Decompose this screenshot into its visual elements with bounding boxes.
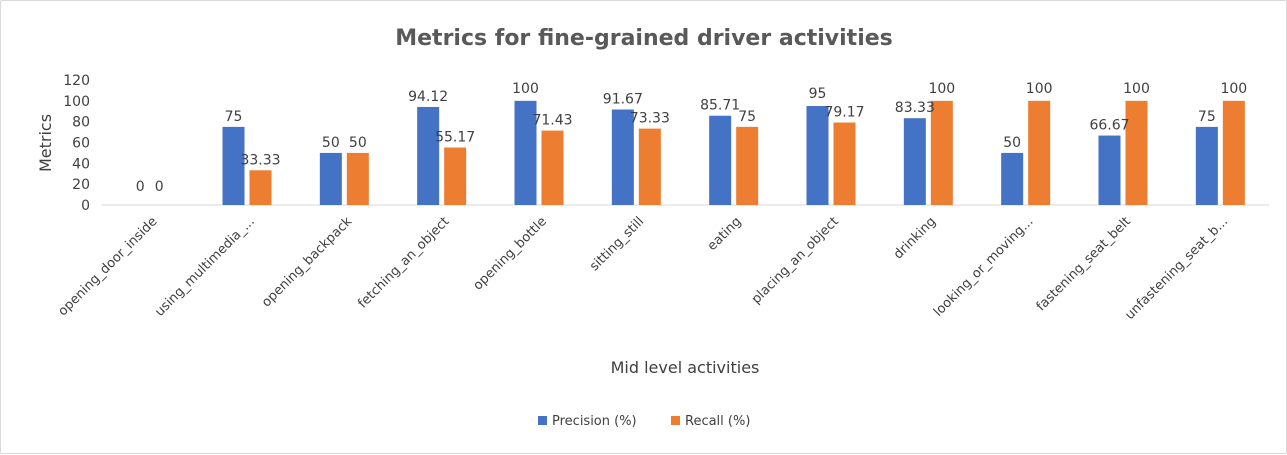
data-label-precision-unfastening_seat_b...: 75 xyxy=(1198,109,1216,125)
legend-swatch-precision xyxy=(538,416,547,425)
data-label-recall-using_multimedia_...: 33.33 xyxy=(240,152,280,168)
data-labels: 0 0 75 33.33 50 50 94.12 55.17 100 71.43 91.67 73.3… xyxy=(136,81,1247,195)
data-label-recall-fastening_seat_belt: 100 xyxy=(1123,81,1150,97)
bar-precision-looking_or_moving... xyxy=(1001,152,1024,205)
y-tick-label: 0 xyxy=(81,198,90,214)
data-label-precision-eating: 85.71 xyxy=(700,98,740,114)
data-label-recall-opening_backpack: 50 xyxy=(349,135,367,151)
bar-precision-opening_backpack xyxy=(319,152,342,205)
category-label-using_multimedia_...: using_multimedia_... xyxy=(152,214,258,320)
bar-recall-unfastening_seat_b... xyxy=(1222,100,1245,205)
bar-recall-opening_backpack xyxy=(346,152,369,205)
legend-label-recall: Recall (%) xyxy=(685,414,750,429)
legend-swatch-recall xyxy=(671,416,680,425)
category-label-fastening_seat_belt: fastening_seat_belt xyxy=(1034,214,1134,314)
y-tick-label: 20 xyxy=(72,177,90,193)
category-label-drinking: drinking xyxy=(891,214,939,262)
category-label-opening_backpack: opening_backpack xyxy=(259,214,355,310)
data-label-precision-looking_or_moving...: 50 xyxy=(1003,135,1021,151)
bar-recall-drinking xyxy=(930,100,953,205)
data-label-recall-opening_bottle: 71.43 xyxy=(532,113,572,129)
legend-label-precision: Precision (%) xyxy=(552,414,637,429)
bar-recall-sitting_still xyxy=(638,128,661,205)
data-label-precision-fetching_an_object: 94.12 xyxy=(408,89,448,105)
bar-precision-opening_bottle xyxy=(514,100,537,205)
data-label-precision-opening_door_inside: 0 xyxy=(136,179,145,195)
data-label-precision-using_multimedia_...: 75 xyxy=(225,109,243,125)
bar-precision-drinking xyxy=(903,118,926,205)
bar-recall-fetching_an_object xyxy=(444,147,467,205)
data-label-precision-drinking: 83.33 xyxy=(895,100,935,116)
y-axis-ticks: 0 20 40 60 80 100 120 xyxy=(63,73,90,214)
x-axis-title: Mid level activities xyxy=(611,358,760,377)
category-label-unfastening_seat_b...: unfastening_seat_b... xyxy=(1122,214,1231,323)
bar-precision-fastening_seat_belt xyxy=(1098,135,1121,205)
y-axis-title: Metrics xyxy=(36,114,55,172)
category-label-opening_door_inside: opening_door_inside xyxy=(55,214,160,319)
bar-recall-opening_bottle xyxy=(541,130,564,205)
legend: Precision (%) Recall (%) xyxy=(538,414,750,429)
bar-recall-eating xyxy=(736,126,759,205)
category-label-sitting_still: sitting_still xyxy=(587,214,647,274)
y-tick-label: 120 xyxy=(63,73,90,89)
data-label-recall-placing_an_object: 79.17 xyxy=(824,105,864,121)
data-label-precision-opening_backpack: 50 xyxy=(322,135,340,151)
bar-precision-eating xyxy=(709,115,732,205)
bar-recall-using_multimedia_... xyxy=(249,170,272,205)
y-tick-label: 100 xyxy=(63,94,90,110)
bar-precision-sitting_still xyxy=(611,109,634,205)
chart-title: Metrics for fine-grained driver activiti… xyxy=(395,26,893,51)
y-tick-label: 80 xyxy=(72,115,90,131)
category-label-eating: eating xyxy=(705,214,745,254)
data-label-precision-placing_an_object: 95 xyxy=(809,86,827,102)
data-label-recall-sitting_still: 73.33 xyxy=(630,111,670,127)
bars xyxy=(222,100,1245,205)
category-label-fetching_an_object: fetching_an_object xyxy=(355,214,452,311)
data-label-recall-drinking: 100 xyxy=(928,81,955,97)
data-label-recall-fetching_an_object: 55.17 xyxy=(435,130,475,146)
y-tick-label: 40 xyxy=(72,156,90,172)
category-label-placing_an_object: placing_an_object xyxy=(749,214,842,307)
y-tick-label: 60 xyxy=(72,136,90,152)
bar-precision-using_multimedia_... xyxy=(222,126,245,205)
data-label-precision-opening_bottle: 100 xyxy=(512,81,539,97)
bar-recall-looking_or_moving... xyxy=(1028,100,1051,205)
data-label-precision-fastening_seat_belt: 66.67 xyxy=(1089,118,1129,134)
data-label-recall-opening_door_inside: 0 xyxy=(155,179,164,195)
category-label-opening_bottle: opening_bottle xyxy=(471,214,550,293)
bar-recall-placing_an_object xyxy=(833,122,856,205)
bar-recall-fastening_seat_belt xyxy=(1125,100,1148,205)
bar-precision-fetching_an_object xyxy=(417,106,440,205)
data-label-recall-unfastening_seat_b...: 100 xyxy=(1220,81,1247,97)
bar-precision-placing_an_object xyxy=(806,106,829,205)
bar-precision-unfastening_seat_b... xyxy=(1195,126,1218,205)
data-label-recall-eating: 75 xyxy=(738,109,756,125)
category-label-looking_or_moving...: looking_or_moving... xyxy=(931,214,1037,320)
data-label-recall-looking_or_moving...: 100 xyxy=(1026,81,1053,97)
data-label-precision-sitting_still: 91.67 xyxy=(603,92,643,108)
